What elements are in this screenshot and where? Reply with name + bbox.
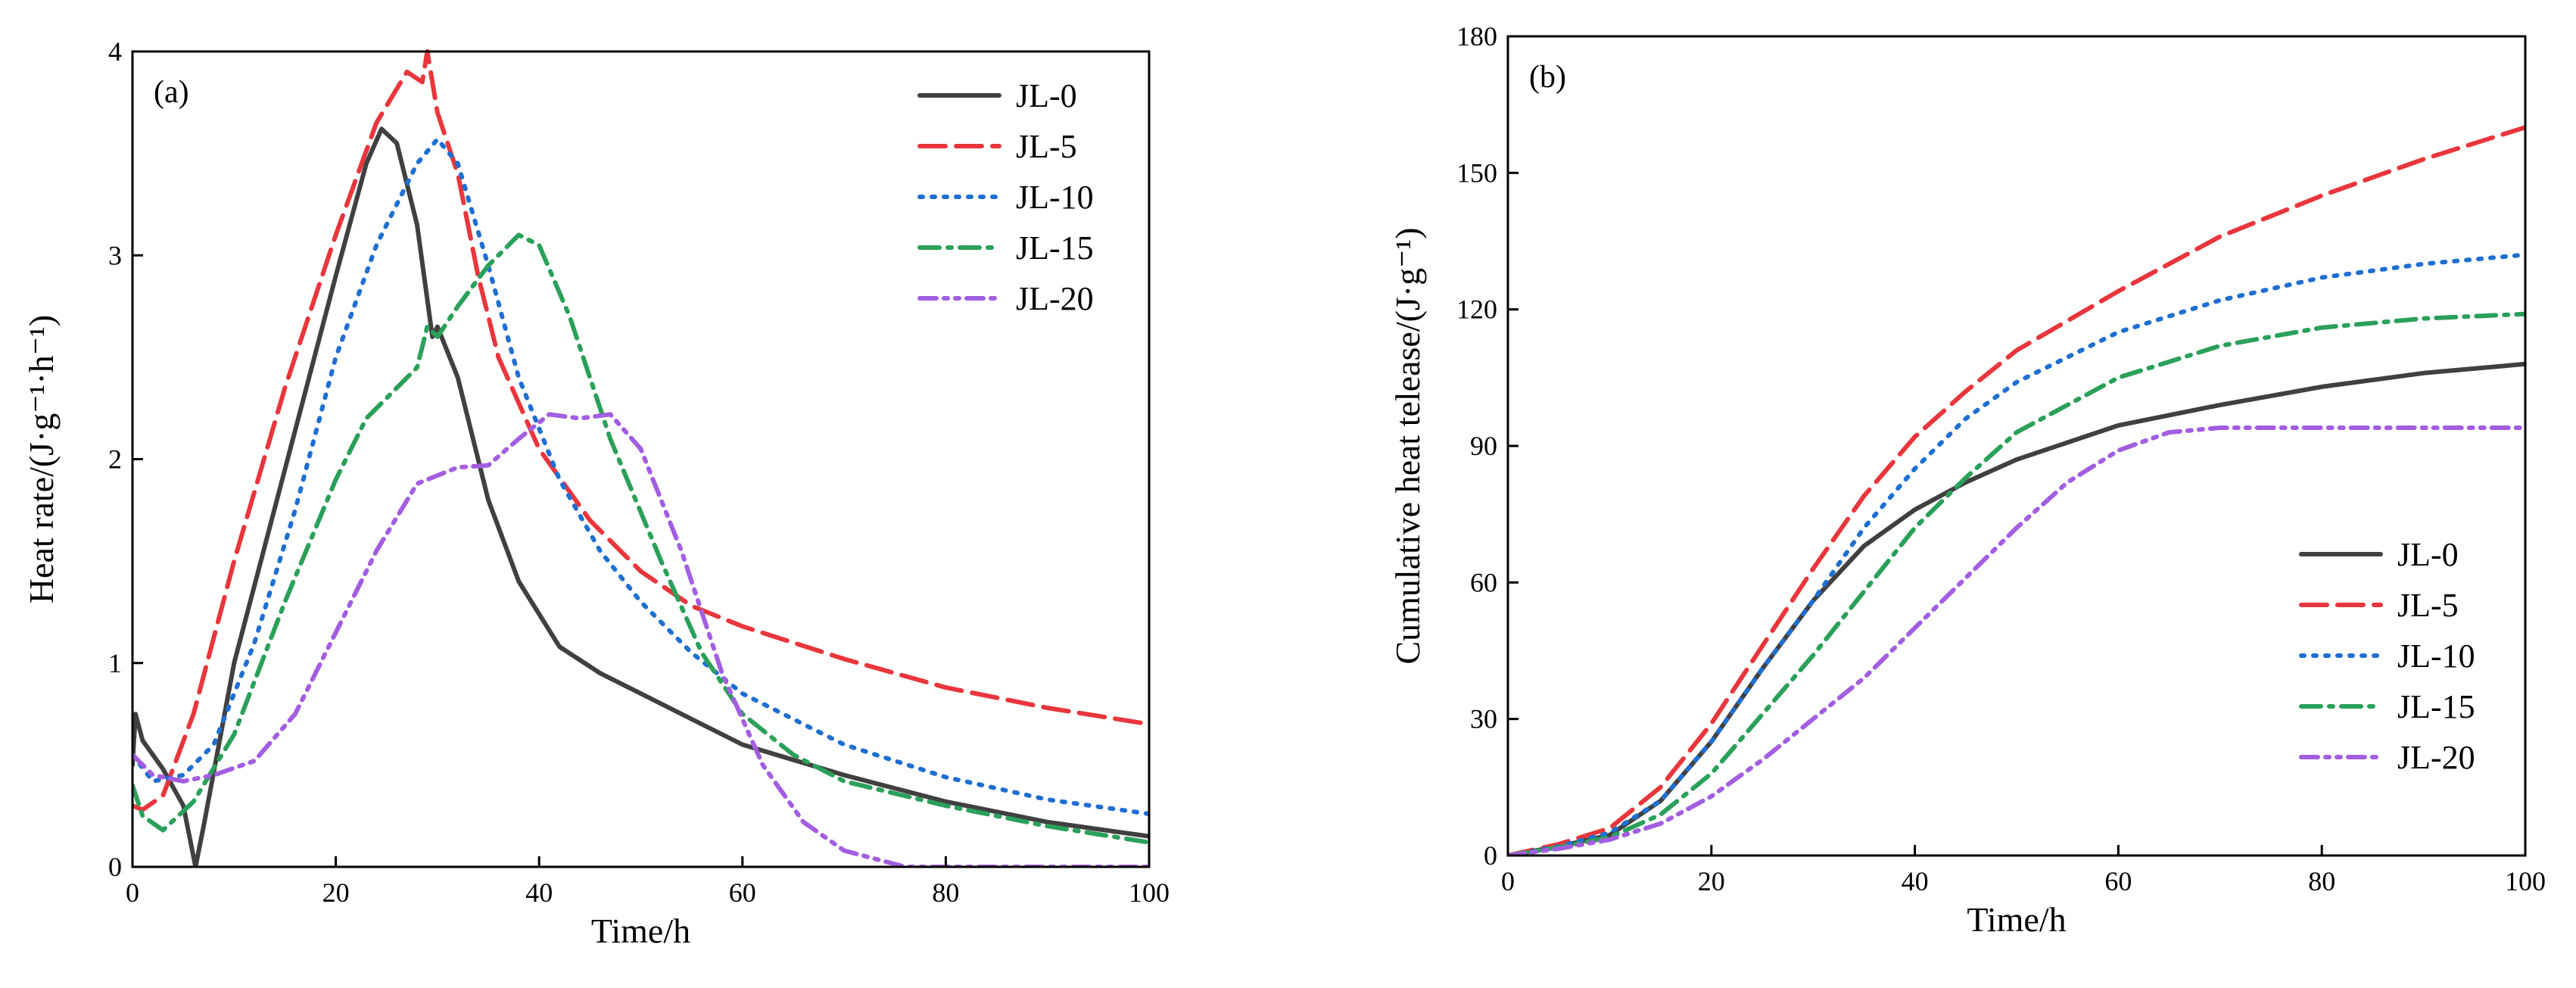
legend-label-jl-20: JL-20 xyxy=(2397,739,2475,776)
x-tick-label: 80 xyxy=(932,877,959,908)
y-tick-label: 150 xyxy=(1456,157,1497,188)
y-tick-label: 60 xyxy=(1470,567,1497,597)
panel-b: 0 20 40 60 80 100 0 30 60 90 120 150 180 Time/h Cumula… xyxy=(1388,21,2546,939)
legend-label-jl-15: JL-15 xyxy=(1016,229,1094,266)
legend-label-jl-15: JL-15 xyxy=(2397,688,2475,725)
x-tick-label: 80 xyxy=(2308,866,2335,896)
panel-a: 0 20 40 60 80 100 0 1 2 3 4 Time/h Heat rate/(J·g⁻¹·… xyxy=(22,36,1170,950)
y-axis-label: Cumulative heat telease/(J·g⁻¹) xyxy=(1388,227,1427,664)
y-tick-label: 0 xyxy=(108,852,122,882)
y-axis-label: Heat rate/(J·g⁻¹·h⁻¹) xyxy=(22,315,61,603)
y-tick-label: 90 xyxy=(1470,431,1497,461)
x-axis-label: Time/h xyxy=(591,912,690,950)
series-line-jl-15 xyxy=(132,232,1149,845)
series-line-jl-5 xyxy=(1508,125,2525,856)
x-tick-label: 40 xyxy=(1902,866,1929,896)
legend: JL-0 JL-5 JL-10 JL-15 JL-20 xyxy=(917,77,1094,317)
series-line-jl-0 xyxy=(132,126,1149,867)
y-tick-label: 30 xyxy=(1470,704,1497,734)
plot-frame xyxy=(131,50,1151,868)
x-axis-label: Time/h xyxy=(1967,900,2066,939)
panel-label: (b) xyxy=(1529,60,1566,95)
x-tick-label: 100 xyxy=(2505,866,2546,896)
series-line-jl-20 xyxy=(1508,425,2525,856)
legend: JL-0 JL-5 JL-10 JL-15 JL-20 xyxy=(2299,536,2475,776)
y-tick-label: 180 xyxy=(1456,21,1497,51)
legend-label-jl-10: JL-10 xyxy=(2397,637,2475,675)
x-tick-label: 60 xyxy=(729,877,756,908)
y-tick-label: 3 xyxy=(108,240,122,270)
legend-label-jl-20: JL-20 xyxy=(1016,280,1094,317)
y-tick-label: 1 xyxy=(108,648,122,678)
legend-label-jl-5: JL-5 xyxy=(1016,128,1077,165)
series-group xyxy=(132,49,1149,867)
x-tick-label: 0 xyxy=(126,877,139,908)
legend-label-jl-10: JL-10 xyxy=(1016,179,1094,216)
series-line-jl-10 xyxy=(1508,252,2525,856)
series-line-jl-15 xyxy=(1508,311,2525,856)
x-tick-label: 20 xyxy=(1698,866,1725,896)
plot-frame xyxy=(1506,35,2527,857)
series-group xyxy=(1508,125,2525,856)
legend-label-jl-0: JL-0 xyxy=(2397,536,2459,573)
series-line-jl-10 xyxy=(132,136,1149,816)
x-tick-label: 40 xyxy=(525,877,553,908)
y-tick-label: 0 xyxy=(1484,840,1497,871)
series-line-jl-5 xyxy=(132,49,1149,812)
legend-label-jl-0: JL-0 xyxy=(1016,77,1077,114)
y-tick-label: 2 xyxy=(108,444,122,475)
panel-label: (a) xyxy=(154,75,189,110)
x-tick-label: 20 xyxy=(322,877,350,908)
x-tick-label: 100 xyxy=(1129,877,1170,908)
y-tick-label: 4 xyxy=(108,36,122,67)
legend-label-jl-5: JL-5 xyxy=(2397,587,2459,624)
x-tick-label: 60 xyxy=(2104,866,2132,896)
series-line-jl-20 xyxy=(132,412,1149,867)
series-line-jl-0 xyxy=(1508,361,2525,856)
y-tick-label: 120 xyxy=(1456,295,1497,325)
x-tick-label: 0 xyxy=(1501,866,1515,896)
